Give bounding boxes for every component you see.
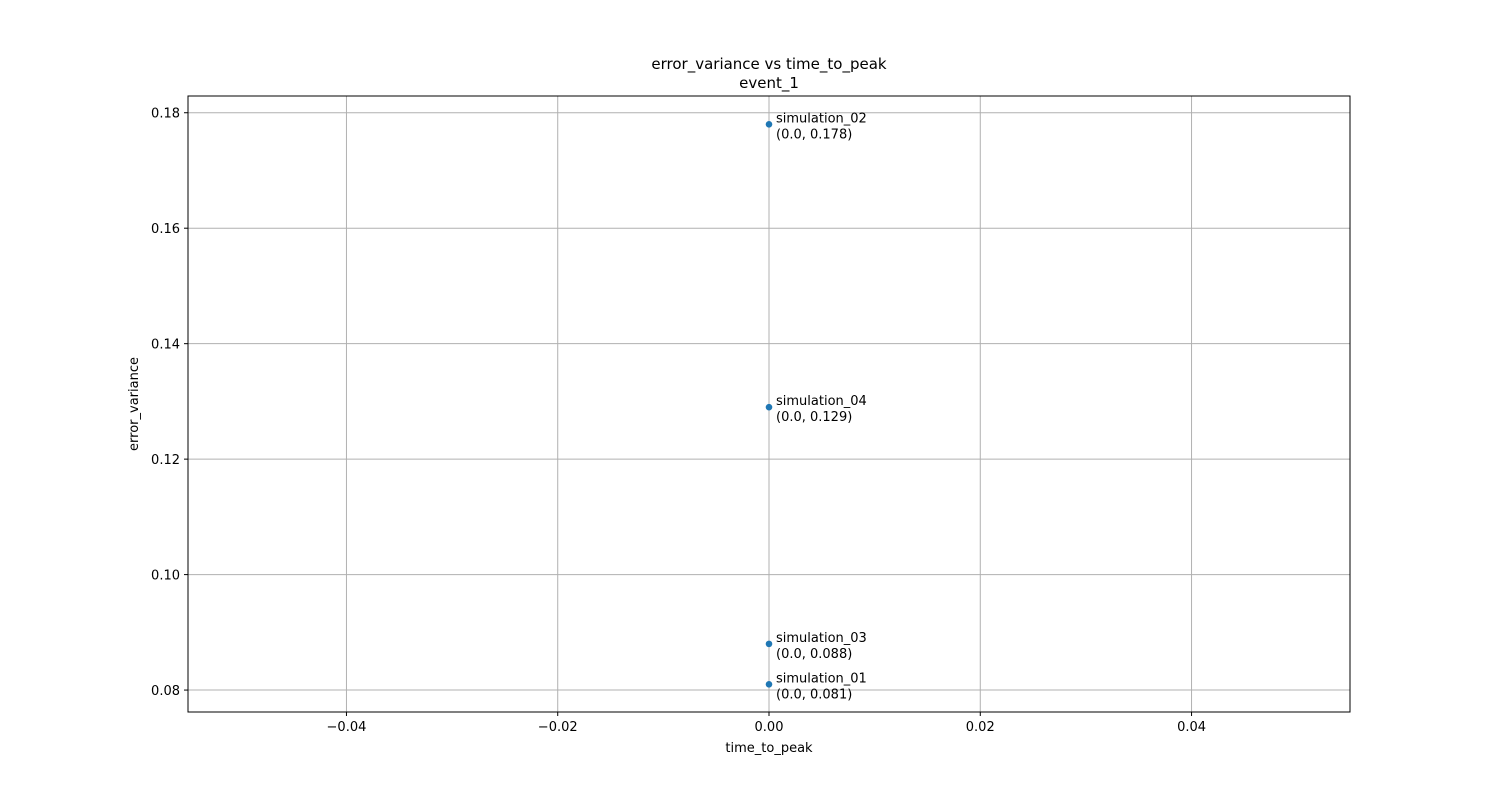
y-tick-label: 0.08 [151,684,180,699]
y-tick-label: 0.16 [151,222,180,237]
x-tick-label: −0.02 [538,720,578,735]
y-tick-label: 0.10 [151,569,180,584]
point-value-label: (0.0, 0.129) [776,410,852,425]
data-point-simulation_04 [765,403,773,411]
point-value-label: (0.0, 0.088) [776,647,852,662]
y-tick-label: 0.18 [151,107,180,122]
y-tick-label: 0.14 [151,338,180,353]
x-tick-label: 0.00 [755,720,784,735]
x-tick-label: 0.02 [966,720,995,735]
point-value-label: (0.0, 0.178) [776,127,852,142]
x-tick-label: 0.04 [1177,720,1206,735]
point-name-label: simulation_02 [776,111,867,126]
x-axis-label: time_to_peak [725,741,813,756]
data-point-simulation_02 [765,120,773,128]
data-points: simulation_02(0.0, 0.178)simulation_04(0… [765,111,867,702]
point-name-label: simulation_01 [776,671,867,686]
point-name-label: simulation_03 [776,631,867,646]
y-axis-label: error_variance [127,357,142,451]
chart-title: error_variance vs time_to_peak [651,55,887,74]
axis-ticks: −0.04 −0.02 0.00 0.02 0.04 0.08 0.10 0.12 0.14 0.… [151,107,1206,735]
chart-subtitle: event_1 [739,74,799,93]
data-point-simulation_03 [765,640,773,648]
data-point-simulation_01 [765,680,773,688]
point-value-label: (0.0, 0.081) [776,687,852,702]
grid-lines [188,96,1350,712]
point-name-label: simulation_04 [776,394,867,409]
x-tick-label: −0.04 [327,720,367,735]
y-tick-label: 0.12 [151,453,180,468]
